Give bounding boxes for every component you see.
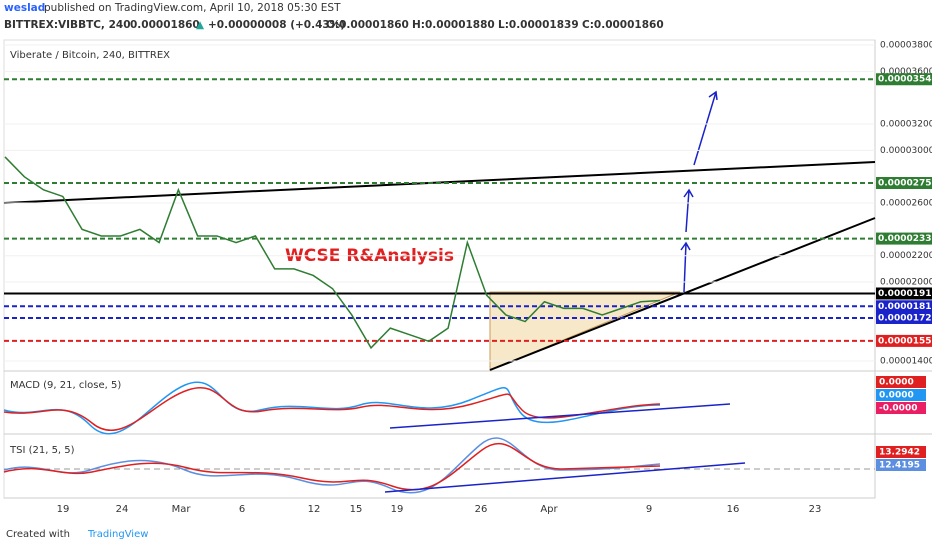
change-arrow: ▲ <box>196 19 205 31</box>
macd-badge <box>876 389 926 401</box>
x-tick-label: 19 <box>57 504 70 515</box>
low: L:0.00001839 <box>498 19 579 31</box>
level-label: 0.00002752 <box>878 179 932 189</box>
signal-line <box>3 387 661 431</box>
symbol: BITTREX:VIBBTC, 240 <box>4 19 131 31</box>
open: O:0.00001860 <box>326 19 409 31</box>
tsi-badge <box>876 459 926 471</box>
level-badge <box>876 73 932 86</box>
x-tick-label: 12 <box>308 504 321 515</box>
level-label: 0.00001553 <box>878 336 932 346</box>
y-tick-label: 0.00002000 <box>880 278 932 288</box>
high: H:0.00001880 <box>412 19 495 31</box>
level-badge <box>876 232 932 245</box>
x-tick-label: 24 <box>116 504 129 515</box>
price-line <box>4 156 661 350</box>
macd-badge <box>876 376 926 388</box>
published: published on TradingView.com, April 10, … <box>44 2 341 14</box>
level-badge <box>876 177 932 190</box>
x-tick-label: 9 <box>646 504 652 515</box>
y-tick-label: 0.00003200 <box>880 120 932 130</box>
level-badge <box>876 334 932 347</box>
change: +0.00000008 (+0.43%) <box>208 19 345 31</box>
footer-created: Created with <box>6 529 70 540</box>
y-tick-label: 0.00001400 <box>880 357 932 367</box>
chart-title: Viberate / Bitcoin, 240, BITTREX <box>10 50 170 61</box>
macd-title: MACD (9, 21, close, 5) <box>10 380 121 391</box>
y-tick-label: 0.00002600 <box>880 199 932 209</box>
y-tick-label: 0.00002200 <box>880 251 932 261</box>
macd-line <box>3 381 661 435</box>
x-tick-label: 19 <box>391 504 404 515</box>
x-tick-label: 6 <box>239 504 245 515</box>
macd-badge-label: 0.0000 <box>879 378 914 388</box>
level-label: 0.00001727 <box>878 313 932 323</box>
level-badge <box>876 311 932 324</box>
tsi-badge <box>876 446 926 458</box>
x-tick-label: Apr <box>540 504 558 515</box>
y-tick-label: 0.00003800 <box>880 41 932 51</box>
x-tick-label: Mar <box>172 504 192 515</box>
level-label: 0.00003540 <box>878 75 932 85</box>
level-label: 0.00001816 <box>878 302 932 312</box>
projection-arrows <box>680 90 718 293</box>
x-tick-label: 16 <box>727 504 740 515</box>
author[interactable]: weslad <box>4 2 45 14</box>
tsi-signal <box>3 442 661 491</box>
x-tick-label: 23 <box>809 504 822 515</box>
tsi-badge-label: 13.2942 <box>879 448 920 458</box>
level-label: 0.00001913 <box>878 289 932 299</box>
y-tick-label: 0.00003000 <box>880 146 932 156</box>
last-price: 0.00001860 <box>130 19 200 31</box>
level-label: 0.00002330 <box>878 234 932 244</box>
macd-badge-label: -0.0000 <box>879 404 917 414</box>
x-tick-label: 26 <box>475 504 488 515</box>
footer-brand[interactable]: TradingView <box>87 529 148 540</box>
y-tick-label: 0.00003600 <box>880 67 932 77</box>
tsi-trendline <box>384 462 746 493</box>
close: C:0.00001860 <box>582 19 664 31</box>
macd-badge <box>876 402 926 414</box>
tsi-badge-label: 12.4195 <box>879 461 920 471</box>
x-tick-label: 15 <box>350 504 363 515</box>
level-badge <box>876 300 932 313</box>
tsi-title: TSI (21, 5, 5) <box>9 445 75 456</box>
macd-trendline <box>389 403 731 429</box>
macd-badge-label: 0.0000 <box>879 391 914 401</box>
level-badge <box>876 287 932 300</box>
